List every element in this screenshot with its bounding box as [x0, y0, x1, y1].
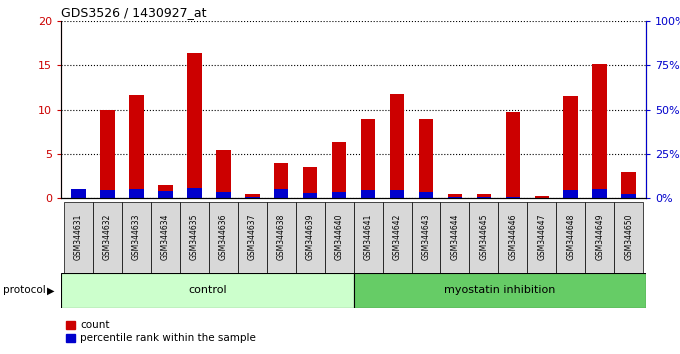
Text: GSM344650: GSM344650 [624, 214, 633, 261]
Bar [419, 119, 433, 198]
Text: GSM344643: GSM344643 [422, 214, 430, 261]
Bar [129, 189, 143, 198]
Bar [469, 202, 498, 273]
Bar [71, 189, 86, 198]
Text: GSM344641: GSM344641 [364, 214, 373, 261]
Bar [267, 202, 296, 273]
Bar [354, 202, 383, 273]
Text: GSM344648: GSM344648 [566, 214, 575, 261]
Bar [303, 167, 318, 198]
Text: GSM344645: GSM344645 [479, 214, 488, 261]
Bar [129, 95, 143, 198]
Text: GSM344640: GSM344640 [335, 214, 343, 261]
Text: GSM344633: GSM344633 [132, 214, 141, 261]
Text: myostatin inhibition: myostatin inhibition [444, 285, 556, 295]
Bar [216, 150, 231, 198]
Text: GSM344631: GSM344631 [74, 214, 83, 261]
Bar [64, 202, 93, 273]
Bar [61, 273, 354, 308]
Bar [303, 193, 318, 198]
Text: GSM344639: GSM344639 [306, 214, 315, 261]
Bar [187, 188, 201, 198]
Bar [411, 202, 441, 273]
Text: protocol: protocol [3, 285, 46, 295]
Text: GSM344649: GSM344649 [595, 214, 604, 261]
Bar [158, 191, 173, 198]
Bar [390, 94, 405, 198]
Bar [122, 202, 151, 273]
Bar [151, 202, 180, 273]
Bar [245, 197, 260, 198]
Text: GSM344637: GSM344637 [248, 214, 257, 261]
Text: GSM344632: GSM344632 [103, 214, 112, 261]
Text: GSM344646: GSM344646 [509, 214, 517, 261]
Bar [332, 193, 346, 198]
Bar [245, 194, 260, 198]
Bar [158, 185, 173, 198]
Bar [564, 97, 578, 198]
Text: control: control [188, 285, 226, 295]
Text: GDS3526 / 1430927_at: GDS3526 / 1430927_at [61, 6, 207, 19]
Text: GSM344636: GSM344636 [219, 214, 228, 261]
Bar [592, 64, 607, 198]
Bar [187, 53, 201, 198]
Text: GSM344647: GSM344647 [537, 214, 546, 261]
Bar [614, 202, 643, 273]
Bar [180, 202, 209, 273]
Bar [622, 172, 636, 198]
Bar [419, 192, 433, 198]
Bar [447, 197, 462, 198]
Bar [361, 119, 375, 198]
Bar [556, 202, 585, 273]
Text: GSM344635: GSM344635 [190, 214, 199, 261]
Bar [383, 202, 411, 273]
Bar [238, 202, 267, 273]
Bar [361, 190, 375, 198]
Bar [564, 190, 578, 198]
Bar [585, 202, 614, 273]
Text: ▶: ▶ [47, 285, 55, 295]
Text: GSM344634: GSM344634 [161, 214, 170, 261]
Bar [274, 189, 288, 198]
Bar [71, 194, 86, 198]
Bar [100, 190, 115, 198]
Bar [100, 110, 115, 198]
Legend: count, percentile rank within the sample: count, percentile rank within the sample [67, 320, 256, 343]
Bar [93, 202, 122, 273]
Bar [477, 197, 491, 198]
Bar [506, 112, 520, 198]
Bar [390, 190, 405, 198]
Bar [477, 194, 491, 198]
Bar [592, 188, 607, 198]
Bar [534, 195, 549, 198]
Bar [441, 202, 469, 273]
Bar [209, 202, 238, 273]
Bar [447, 194, 462, 198]
Bar [296, 202, 324, 273]
Text: GSM344644: GSM344644 [450, 214, 460, 261]
Bar [622, 194, 636, 198]
Bar [354, 273, 646, 308]
Text: GSM344642: GSM344642 [392, 214, 401, 261]
Text: GSM344638: GSM344638 [277, 214, 286, 261]
Bar [498, 202, 527, 273]
Bar [324, 202, 354, 273]
Bar [216, 192, 231, 198]
Bar [274, 163, 288, 198]
Bar [527, 202, 556, 273]
Bar [332, 142, 346, 198]
